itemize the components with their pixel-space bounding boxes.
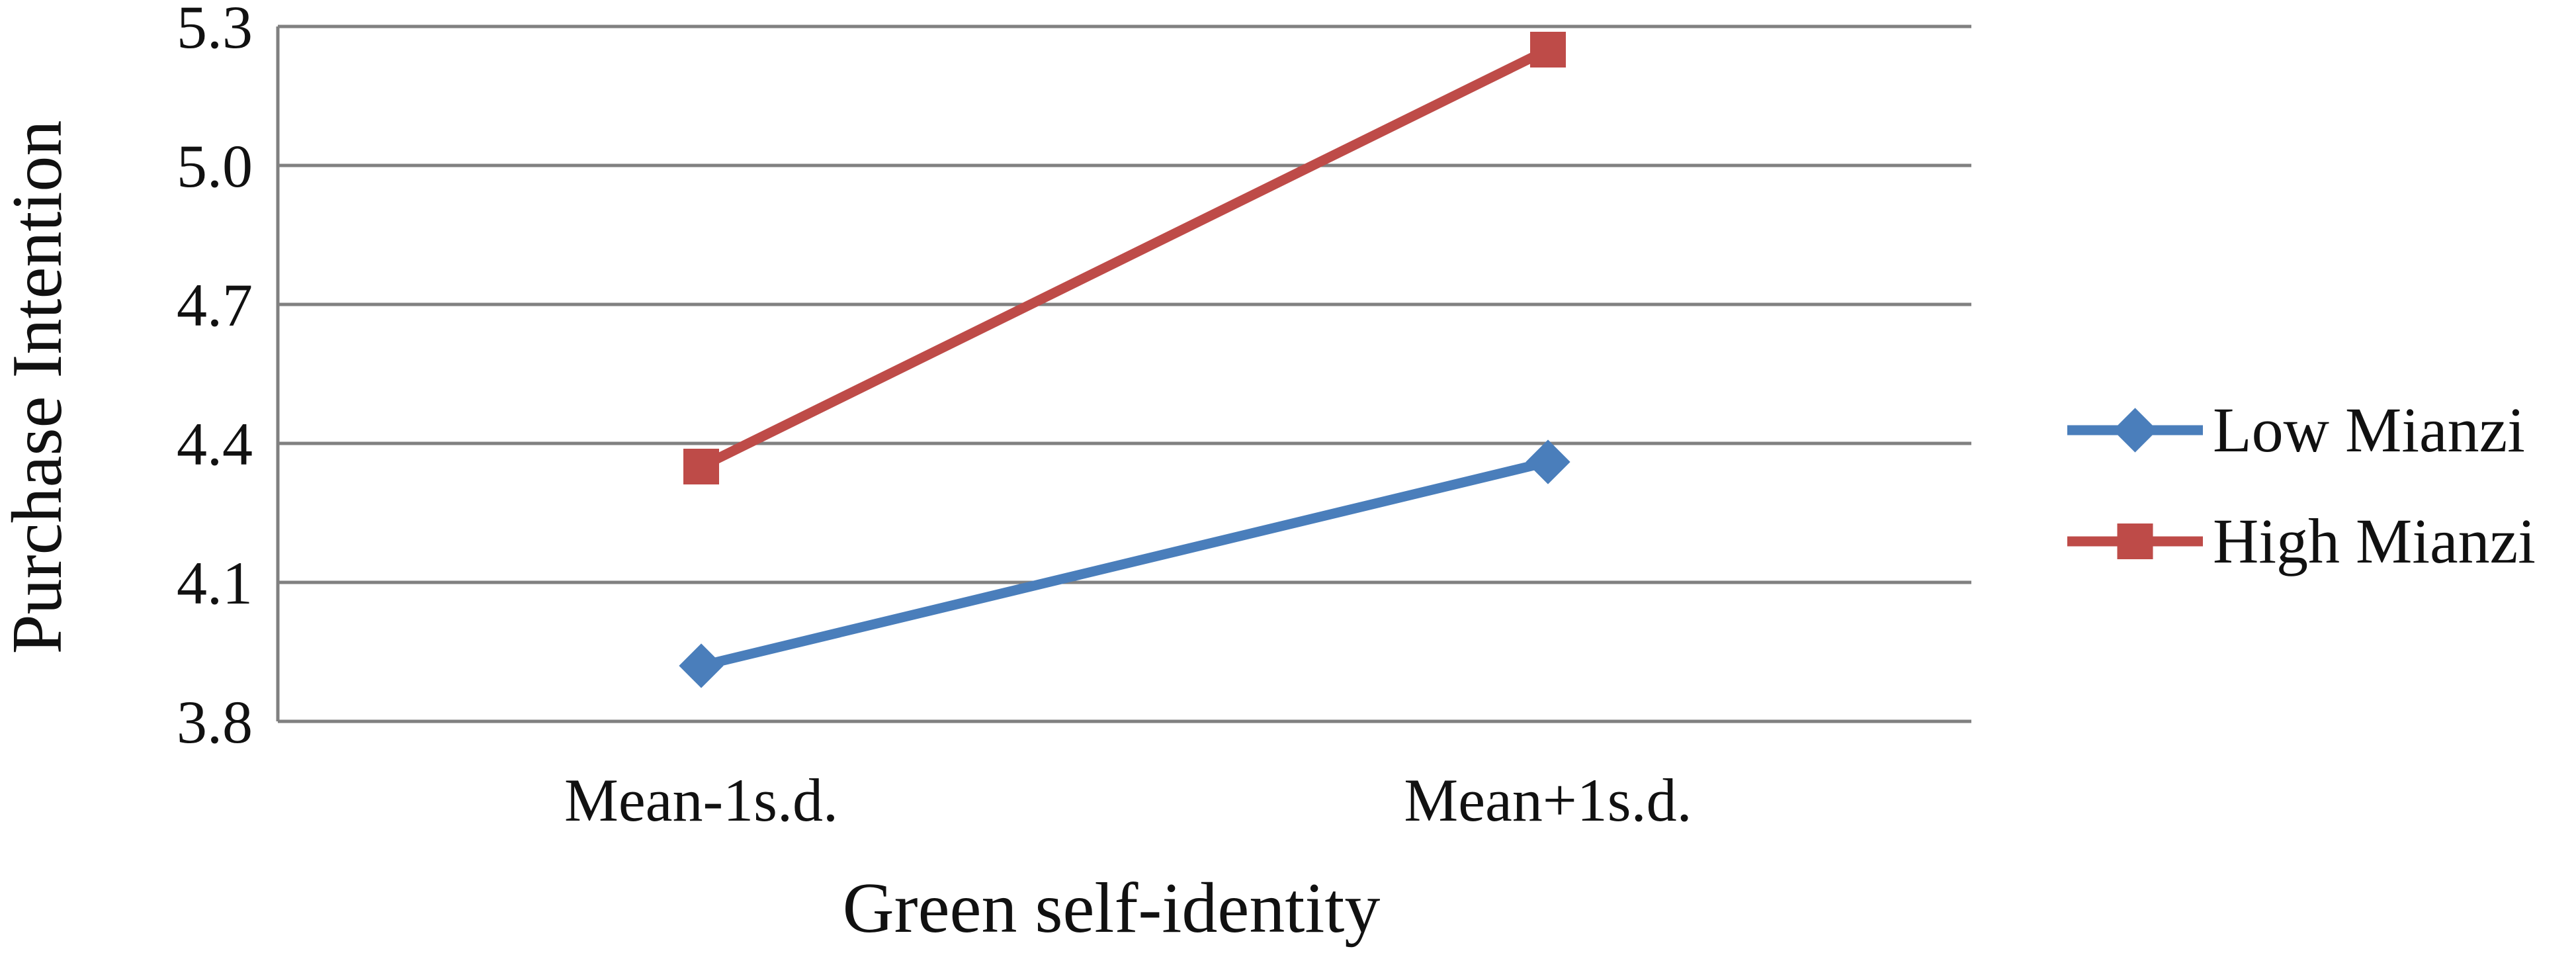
y-tick-label: 5.0 xyxy=(177,132,253,200)
y-tick-label: 5.3 xyxy=(177,0,253,61)
legend-label: High Mianzi xyxy=(2213,506,2536,576)
data-point-diamond xyxy=(679,643,724,688)
series-line xyxy=(696,44,1553,472)
data-point-square xyxy=(2117,523,2153,559)
legend-item: Low Mianzi xyxy=(2067,394,2525,465)
y-axis-title: Purchase Intention xyxy=(0,120,77,655)
data-point-square xyxy=(1530,32,1566,68)
x-tick-label: Mean+1s.d. xyxy=(1404,766,1692,834)
series-high-mianzi xyxy=(683,32,1566,484)
y-tick-label: 4.7 xyxy=(177,271,253,339)
series-lines xyxy=(679,32,1570,688)
legend-item: High Mianzi xyxy=(2067,506,2536,576)
data-point-diamond xyxy=(2112,408,2158,453)
legend-label: Low Mianzi xyxy=(2213,394,2525,465)
x-tick-label: Mean-1s.d. xyxy=(564,766,838,834)
y-tick-label: 4.1 xyxy=(177,549,253,617)
gridlines xyxy=(276,24,1971,723)
series-line xyxy=(696,457,1553,671)
y-tick-label: 4.4 xyxy=(177,410,253,478)
y-axis-ticks: 3.8 4.1 4.4 4.7 5.0 5.3 xyxy=(177,0,253,756)
x-axis-ticks: Mean-1s.d. Mean+1s.d. xyxy=(564,766,1692,834)
series-low-mianzi xyxy=(679,439,1570,688)
data-point-square xyxy=(683,449,719,484)
data-point-diamond xyxy=(1525,439,1570,484)
x-axis-title: Green self-identity xyxy=(843,869,1381,948)
y-tick-label: 3.8 xyxy=(177,688,253,756)
legend: Low Mianzi High Mianzi xyxy=(2067,394,2536,576)
